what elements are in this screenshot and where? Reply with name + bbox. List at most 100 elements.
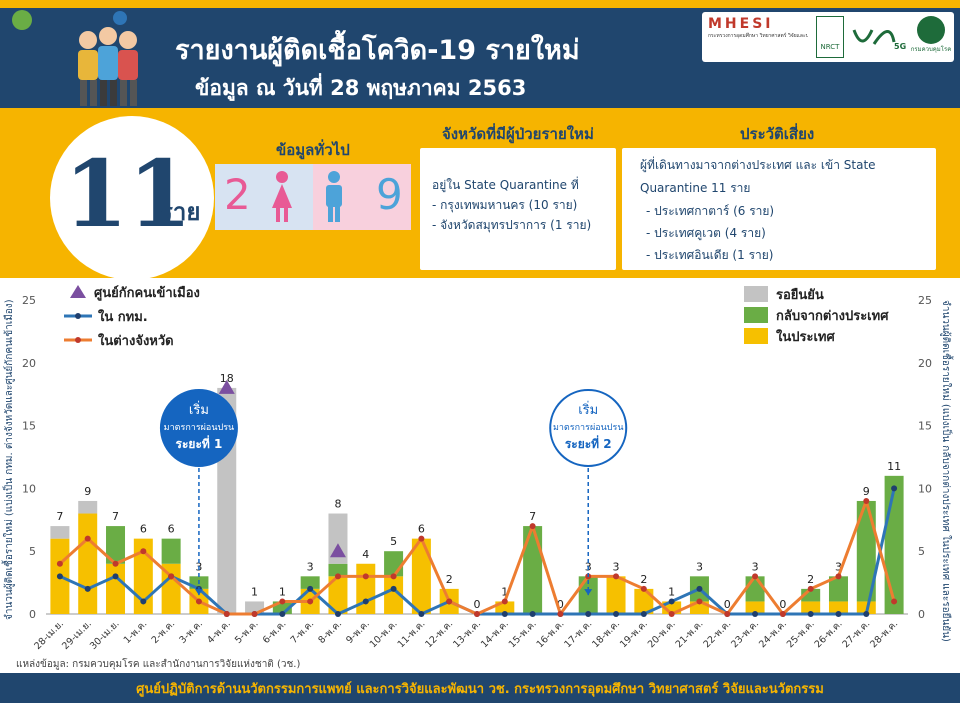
mhesi-logo: MHESI กระทรวงการอุดมศึกษา วิทยาศาสตร์ วิ… [708, 16, 808, 56]
bar-total-label: 3 [613, 560, 620, 573]
x-tick-label: 22-พ.ค. [701, 618, 733, 650]
callout-line: มาตรการผ่อนปรน [164, 423, 235, 433]
bar-total-label: 2 [807, 573, 814, 586]
line-point [863, 611, 870, 617]
line-point [112, 560, 119, 567]
bar-total-label: 7 [112, 510, 119, 523]
province-line: - กรุงเทพมหานคร (10 ราย) [432, 198, 578, 212]
bar-total-label: 2 [446, 573, 453, 586]
line-point [390, 573, 397, 580]
x-tick-label: 20-พ.ค. [646, 618, 678, 650]
x-tick-label: 17-พ.ค. [562, 618, 594, 650]
line-point [251, 611, 258, 617]
risk-line: - ประเทศกาตาร์ (6 ราย) [646, 204, 775, 218]
line-point [362, 573, 369, 580]
line-point [112, 573, 119, 580]
line-point [640, 611, 647, 617]
line-point [724, 611, 731, 617]
bar-segment [801, 601, 821, 614]
legend-swatch [744, 328, 768, 344]
line-point [334, 611, 341, 617]
people-icon [78, 27, 138, 106]
bar-segment [106, 526, 126, 564]
bar-segment [578, 576, 598, 614]
callout-arrow [194, 589, 203, 596]
province-line: อยู่ใน State Quarantine ที่ [432, 178, 579, 192]
x-tick-label: 18-พ.ค. [590, 618, 622, 650]
bar-segment [161, 563, 181, 614]
line-point [307, 598, 314, 605]
callout-bubble [549, 389, 628, 467]
bar-total-label: 8 [334, 498, 341, 511]
bar-total-label: 7 [529, 510, 536, 523]
bar-total-label: 4 [362, 548, 369, 561]
bar-segment [745, 601, 765, 614]
y-tick-right: 0 [918, 608, 925, 621]
x-tick-label: 3-พ.ค. [177, 618, 205, 646]
line-point [696, 585, 703, 592]
female-count: 2 [224, 170, 251, 219]
line-point [529, 611, 536, 617]
bar-total-label: 3 [307, 560, 314, 573]
female-panel [215, 164, 313, 230]
line-point [56, 560, 63, 567]
mhesi-logo-caption: กระทรวงการอุดมศึกษา วิทยาศาสตร์ วิจัยและ… [708, 33, 808, 39]
line-point [529, 523, 536, 530]
legend-swatch [744, 307, 768, 323]
total-circle [50, 116, 214, 280]
x-tick-label: 19-พ.ค. [618, 618, 650, 650]
male-icon [326, 171, 342, 222]
total-unit: ราย [160, 198, 201, 226]
bar-total-label: 9 [84, 485, 91, 498]
line-point [585, 611, 592, 617]
line-point [474, 611, 480, 617]
y-tick-left: 0 [29, 608, 36, 621]
x-tick-label: 10-พ.ค. [368, 618, 400, 650]
line-point [640, 585, 647, 592]
line-point [807, 585, 814, 592]
x-tick-label: 7-พ.ค. [289, 618, 317, 646]
legend-label: ในต่างจังหวัด [98, 332, 174, 349]
bar-total-label: 2 [640, 573, 647, 586]
line-point [168, 573, 175, 580]
line-point [362, 598, 369, 605]
risk-line: - ประเทศอินเดีย (1 ราย) [646, 248, 774, 262]
bar-segment [328, 576, 348, 614]
x-tick-label: 15-พ.ค. [507, 618, 539, 650]
line-point [390, 585, 397, 592]
line-point [891, 485, 898, 492]
bar-segment [78, 500, 98, 514]
five-g-label: 5G [894, 42, 907, 51]
line-point [668, 598, 675, 605]
general-heading: ข้อมูลทั่วไป [276, 141, 350, 159]
bar-segment [523, 526, 543, 614]
bar-total-label: 5 [390, 535, 397, 548]
callout-line: ระยะที่ 2 [565, 435, 612, 451]
line-point [140, 598, 147, 605]
x-tick-label: 6-พ.ค. [261, 618, 289, 646]
bar-total-label: 6 [418, 523, 425, 536]
bar-total-label: 3 [835, 560, 842, 573]
line-point [863, 497, 870, 504]
y-axis-right-label: จำนวนผู้ติดเชื้อรายใหม่ (แบ่งเป็น กลับจา… [940, 300, 951, 642]
x-tick-label: 30-เม.ย. [88, 618, 122, 652]
bar-total-label: 9 [863, 485, 870, 498]
bar-segment [606, 576, 626, 614]
line-point [501, 611, 508, 617]
ddc-logo-caption: กรมควบคุมโรค [910, 46, 952, 53]
callout-line: ระยะที่ 1 [176, 435, 223, 451]
x-tick-label: 13-พ.ค. [451, 618, 483, 650]
bar-segment [328, 513, 348, 564]
x-tick-label: 16-พ.ค. [535, 618, 567, 650]
x-tick-label: 28-พ.ค. [868, 618, 900, 650]
x-tick-label: 5-พ.ค. [233, 618, 261, 646]
page-title: รายงานผู้ติดเชื้อโควิด-19 รายใหม่ [175, 35, 580, 66]
y-tick-right: 10 [918, 482, 932, 495]
x-tick-label: 28-เม.ย. [32, 618, 66, 652]
province-box [420, 148, 616, 270]
legend-label: ใน กทม. [98, 308, 148, 325]
bar-segment [856, 500, 876, 602]
gear-icon [113, 11, 127, 25]
line-point [195, 598, 202, 605]
mhesi-logo-text: MHESI [708, 16, 774, 32]
